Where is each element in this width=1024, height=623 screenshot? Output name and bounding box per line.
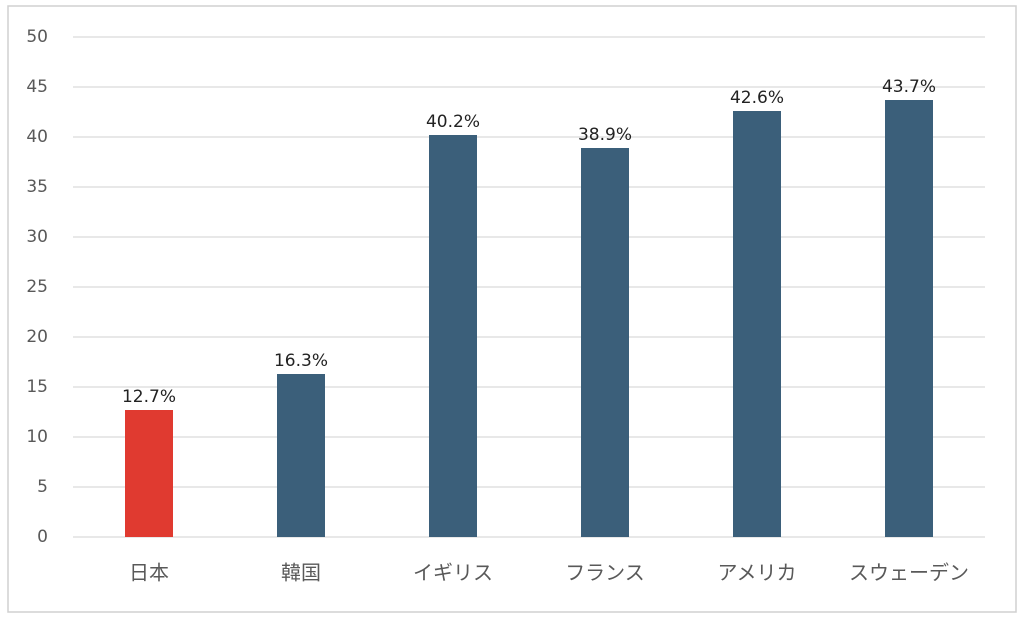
x-tick-label: フランス <box>565 561 645 585</box>
x-tick-label: 日本 <box>129 561 169 585</box>
y-tick-label: 40 <box>26 127 48 147</box>
data-label: 12.7% <box>122 387 176 407</box>
bar <box>885 100 933 537</box>
bar <box>125 410 173 537</box>
bar <box>277 374 325 537</box>
data-label: 16.3% <box>274 351 328 371</box>
y-tick-label: 45 <box>26 77 48 97</box>
data-label: 42.6% <box>730 88 784 108</box>
x-tick-label: イギリス <box>413 561 493 585</box>
y-tick-label: 35 <box>26 177 48 197</box>
y-tick-label: 30 <box>26 227 48 247</box>
data-label: 40.2% <box>426 112 480 132</box>
y-tick-label: 5 <box>37 477 48 497</box>
data-label: 38.9% <box>578 125 632 145</box>
y-tick-label: 10 <box>26 427 48 447</box>
x-tick-label: アメリカ <box>718 561 797 585</box>
x-tick-label: スウェーデン <box>849 561 969 585</box>
data-label: 43.7% <box>882 77 936 97</box>
y-tick-label: 50 <box>26 27 48 47</box>
bar <box>733 111 781 537</box>
y-tick-label: 20 <box>26 327 48 347</box>
y-tick-label: 15 <box>26 377 48 397</box>
y-tick-label: 0 <box>37 527 48 547</box>
x-tick-label: 韓国 <box>281 561 321 585</box>
bar <box>429 135 477 537</box>
bar <box>581 148 629 537</box>
chart-border <box>7 5 1017 613</box>
y-tick-label: 25 <box>26 277 48 297</box>
